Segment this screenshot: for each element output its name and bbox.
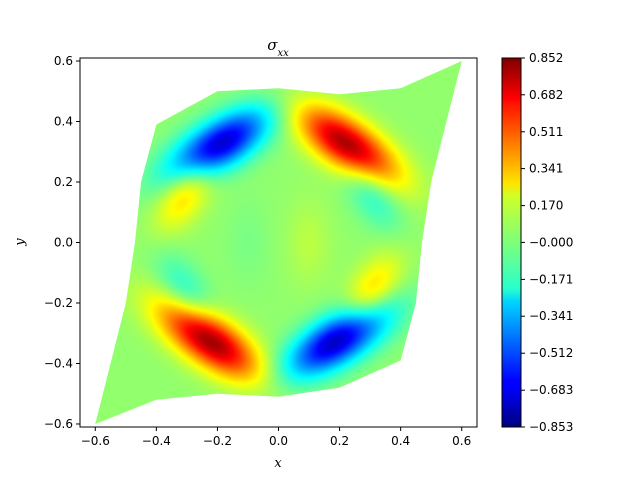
y-axis: −0.6 −0.4 −0.2 0.0 0.2 0.4 0.6 (44, 54, 80, 431)
colorbar-gradient (501, 57, 522, 428)
colorbar-tick-label: −0.171 (529, 272, 573, 286)
x-tick-label: 0.0 (269, 434, 288, 448)
y-tick-label: −0.2 (44, 296, 73, 310)
x-axis: −0.6 −0.4 −0.2 0.0 0.2 0.4 0.6 (81, 427, 471, 448)
x-tick-label: 0.2 (330, 434, 349, 448)
colorbar-tick-label: 0.341 (529, 162, 563, 176)
colorbar-tick-label: −0.853 (529, 420, 573, 434)
colorbar-tick-label: 0.170 (529, 199, 563, 213)
colorbar-tick-label: 0.682 (529, 88, 563, 102)
colorbar-tick-label: −0.683 (529, 383, 573, 397)
y-tick-label: 0.0 (54, 236, 73, 250)
y-tick-label: −0.4 (44, 356, 73, 370)
x-tick-label: −0.2 (203, 434, 232, 448)
y-tick-label: 0.2 (54, 175, 73, 189)
colorbar-tick-label: −0.512 (529, 346, 573, 360)
x-axis-label: x (274, 456, 282, 471)
colorbar-tick-label: −0.341 (529, 309, 573, 323)
x-tick-label: 0.4 (391, 434, 410, 448)
y-axis-label: y (13, 238, 28, 247)
x-tick-label: −0.4 (142, 434, 171, 448)
colorbar-tick-label: −0.000 (529, 235, 573, 249)
colorbar: 0.852 0.682 0.511 0.341 0.170 −0.000 −0.171 −0.… (501, 51, 573, 434)
chart-title: σxx (267, 36, 289, 59)
y-tick-label: 0.4 (54, 115, 73, 129)
y-tick-label: −0.6 (44, 417, 73, 431)
colorbar-tick-label: 0.852 (529, 51, 563, 65)
stress-field-heatmap (95, 61, 462, 424)
colorbar-tick-label: 0.511 (529, 125, 563, 139)
x-tick-label: 0.6 (452, 434, 471, 448)
plot-area (95, 61, 462, 424)
y-tick-label: 0.6 (54, 54, 73, 68)
x-tick-label: −0.6 (81, 434, 110, 448)
